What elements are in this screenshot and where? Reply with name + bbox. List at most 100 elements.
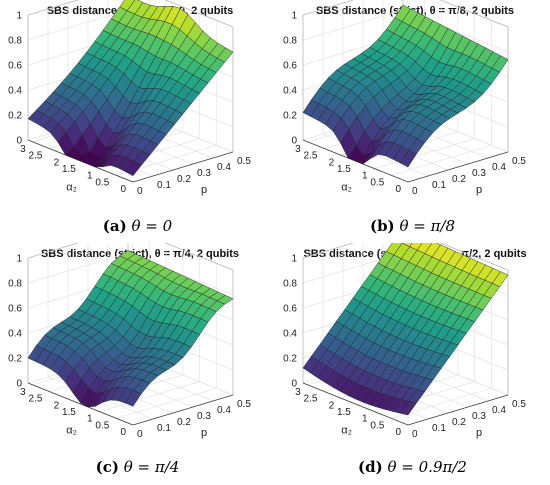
chart-panel-d: SBS distance (strict), θ = 0.9 · π/2, 2 … (275, 243, 550, 485)
axis-line (132, 151, 234, 183)
floor-grid-line (391, 144, 492, 176)
z-tick-label: 0.2 (8, 111, 22, 122)
chart-panel-c: SBS distance (strict), θ = π/4, 2 qubits… (0, 243, 275, 485)
x-tick-label: 0.2 (177, 174, 191, 185)
z-tick-label: 0.2 (283, 354, 297, 365)
y-tick-label: 0 (120, 184, 126, 195)
surface-plot-d: SBS distance (strict), θ = 0.9 · π/2, 2 … (283, 243, 527, 440)
y-tick-label: 1.5 (337, 407, 351, 418)
z-tick-label: 0.4 (283, 329, 297, 340)
y-tick-label: 0.5 (95, 177, 109, 188)
wall-grid-line (27, 252, 129, 284)
y-tick-label: 2.5 (29, 394, 43, 405)
floor-grid-line (99, 381, 200, 412)
x-axis-label: p (476, 184, 482, 196)
surface (27, 0, 234, 177)
y-tick-label: 1.5 (337, 164, 351, 175)
y-tick-label: 2.5 (304, 151, 318, 162)
z-tick-label: 0.8 (283, 279, 297, 290)
y-tick-label: 0 (395, 427, 401, 438)
x-tick-label: 0 (137, 186, 143, 197)
z-tick-label: 0.8 (8, 279, 22, 290)
x-tick-label: 0.2 (452, 417, 466, 428)
y-tick-label: 2 (329, 400, 335, 411)
surface (302, 243, 509, 416)
y-tick-label: 2 (54, 400, 60, 411)
caption-tag-a: (a) (102, 217, 127, 235)
chart-panel-a: SBS distance (strict), θ = 0, 2 qubits00… (0, 0, 275, 242)
chart-title: SBS distance (strict), θ = π/4, 2 qubits (41, 248, 239, 260)
x-tick-label: 0.1 (432, 180, 446, 191)
y-tick-label: 3 (20, 387, 26, 398)
z-tick-label: 0.2 (8, 354, 22, 365)
x-axis-label: p (201, 427, 207, 439)
caption-d: (d) θ = 0.9π/2 (275, 458, 550, 476)
z-tick-label: 0.6 (283, 61, 297, 72)
z-tick-label: 0.6 (283, 304, 297, 315)
surface (302, 4, 509, 168)
z-tick-label: 0.6 (8, 304, 22, 315)
surface-patch (125, 390, 142, 407)
box-edge (164, 243, 234, 271)
caption-tag-d: (d) (358, 458, 383, 476)
caption-tag-c: (c) (95, 458, 119, 476)
axis-line (302, 382, 409, 426)
x-tick-label: 0.3 (197, 168, 211, 179)
z-tick-label: 1 (16, 254, 22, 265)
x-tick-label: 0.1 (157, 180, 171, 191)
y-tick-label: 1 (362, 414, 368, 425)
x-tick-label: 0.5 (512, 156, 526, 167)
box-edge (439, 243, 509, 271)
caption-math-c: θ = π/4 (123, 458, 180, 476)
y-tick-label: 2 (329, 157, 335, 168)
caption-a: (a) θ = 0 (0, 217, 275, 235)
floor-grid-line (374, 138, 475, 169)
x-tick-label: 0.3 (472, 411, 486, 422)
y-tick-label: 3 (20, 144, 26, 155)
x-tick-label: 0.5 (237, 399, 251, 410)
z-tick-label: 0 (291, 136, 297, 147)
z-tick-label: 0 (16, 379, 22, 390)
x-tick-label: 0.1 (157, 423, 171, 434)
surface-plot-b: SBS distance (strict), θ = π/8, 2 qubits… (283, 0, 526, 197)
floor-grid-line (116, 387, 217, 419)
caption-math-a: θ = 0 (131, 217, 173, 235)
axis-line (407, 394, 509, 426)
caption-math-b: θ = π/8 (399, 217, 456, 235)
y-tick-label: 1 (87, 414, 93, 425)
wall-grid-line (302, 9, 404, 41)
z-tick-label: 0 (291, 379, 297, 390)
x-tick-label: 0.4 (492, 405, 506, 416)
y-axis-label: α₂ (66, 425, 77, 437)
y-axis-label: α₂ (341, 425, 352, 437)
z-tick-label: 1 (291, 11, 297, 22)
box-edge (439, 0, 509, 28)
x-tick-label: 0 (137, 429, 143, 440)
caption-b: (b) θ = π/8 (275, 217, 550, 235)
x-axis-label: p (476, 427, 482, 439)
caption-c: (c) θ = π/4 (0, 458, 275, 476)
z-tick-label: 0.2 (283, 111, 297, 122)
x-tick-label: 0 (412, 186, 418, 197)
axis-line (27, 382, 134, 426)
z-tick-label: 0.4 (8, 86, 22, 97)
x-tick-label: 0 (412, 429, 418, 440)
surface-patch (400, 150, 417, 168)
surface-plot-a: SBS distance (strict), θ = 0, 2 qubits00… (8, 0, 251, 197)
x-tick-label: 0.5 (512, 399, 526, 410)
box-edge (164, 0, 234, 28)
x-tick-label: 0.3 (197, 411, 211, 422)
y-tick-label: 3 (295, 387, 301, 398)
y-tick-label: 2.5 (29, 151, 43, 162)
x-tick-label: 0.4 (492, 162, 506, 173)
y-tick-label: 2 (54, 157, 60, 168)
y-tick-label: 1 (362, 171, 368, 182)
surface-patch (125, 161, 142, 177)
z-tick-label: 0.4 (8, 329, 22, 340)
z-tick-label: 0.6 (8, 61, 22, 72)
y-tick-label: 1.5 (62, 164, 76, 175)
y-tick-label: 1 (87, 171, 93, 182)
x-axis-label: p (201, 184, 207, 196)
x-tick-label: 0.4 (217, 162, 231, 173)
y-axis-label: α₂ (341, 182, 352, 194)
